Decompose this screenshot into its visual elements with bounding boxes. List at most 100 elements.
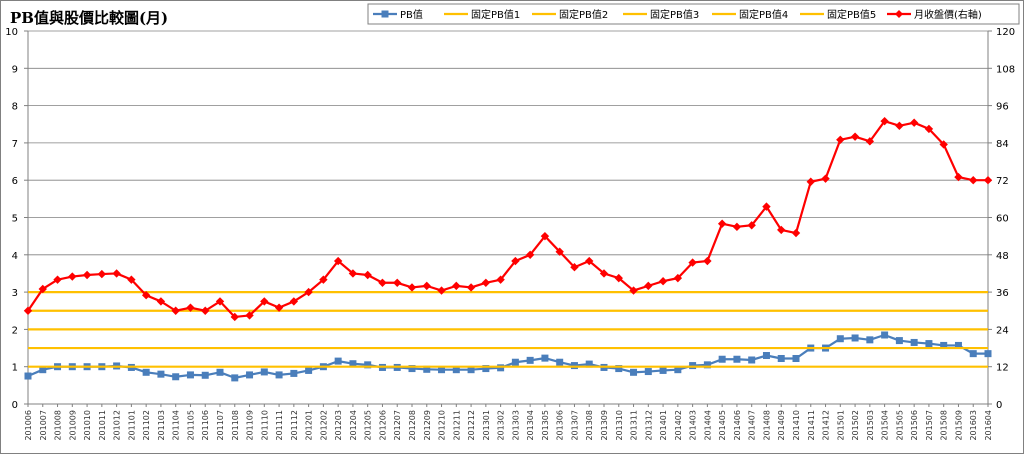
pb-point	[349, 360, 357, 368]
pb-point	[851, 334, 859, 342]
x-tick-label: 201106	[201, 410, 210, 441]
pb-point	[275, 371, 283, 379]
pb-point	[910, 338, 918, 346]
x-tick-label: 201104	[172, 410, 181, 441]
price-point	[865, 137, 875, 146]
x-tick-label: 201006	[24, 410, 33, 441]
pb-point	[615, 365, 623, 373]
pb-point	[497, 364, 505, 372]
pb-point	[984, 350, 992, 358]
price-point	[496, 275, 505, 284]
pb-point	[925, 340, 933, 348]
x-tick-label: 201507	[925, 410, 934, 441]
price-point	[215, 297, 225, 306]
pb-point	[777, 354, 785, 362]
left-axis: 0 1 2 3 4 5 6 7 8 9 10	[5, 27, 29, 411]
price-point	[614, 273, 623, 283]
y-tick-label-left: 10	[5, 27, 18, 38]
price-point	[38, 284, 47, 294]
x-tick-label: 201206	[378, 410, 387, 441]
x-tick-label: 201311	[630, 410, 639, 441]
x-tick-label: 201101	[127, 410, 136, 441]
price-point	[274, 303, 284, 312]
pb-point	[246, 371, 254, 379]
y-tick-label-left: 2	[12, 325, 18, 336]
pb-point	[39, 366, 47, 374]
price-point	[762, 202, 771, 211]
pb-point	[895, 337, 903, 345]
pb-point	[570, 362, 578, 370]
x-tick-label: 201201	[305, 410, 314, 441]
pb-point	[748, 356, 756, 364]
pb-point	[172, 373, 180, 381]
price-point	[585, 256, 594, 266]
price-point	[437, 286, 446, 295]
price-point	[53, 275, 62, 284]
x-tick-label: 201209	[423, 410, 432, 441]
price-point	[68, 272, 77, 281]
legend-marker	[895, 10, 903, 18]
series-group	[23, 116, 993, 322]
price-point	[599, 269, 609, 278]
pb-point	[630, 368, 638, 376]
price-point	[836, 135, 845, 144]
price-point	[393, 278, 402, 287]
price-point	[791, 228, 801, 238]
x-tick-label: 201112	[290, 410, 299, 441]
price-point	[112, 269, 121, 278]
pb-point	[556, 358, 564, 366]
price-point	[452, 281, 461, 291]
price-point	[171, 306, 180, 315]
price-point	[777, 225, 786, 235]
legend-box	[367, 3, 1020, 25]
price-point	[186, 303, 195, 312]
price-point	[319, 275, 328, 284]
x-tick-label: 201304	[526, 410, 535, 441]
x-tick-label: 201412	[822, 410, 831, 441]
x-tick-label: 201508	[940, 410, 949, 441]
legend-label: 固定PB值4	[739, 8, 788, 21]
x-tick-label: 201202	[319, 410, 328, 441]
pb-point	[231, 374, 239, 382]
x-tick-label: 201102	[142, 410, 151, 441]
y-tick-label-left: 1	[12, 363, 18, 374]
pb-point	[674, 366, 682, 374]
price-point	[954, 172, 963, 182]
pb-point	[482, 365, 490, 373]
price-point	[304, 287, 313, 297]
pb-point	[526, 356, 534, 364]
legend-label: 月收盤價(右軸)	[914, 8, 982, 21]
y-tick-label-right: 24	[996, 325, 1009, 336]
chart-title: PB值與股價比較圖(月)	[10, 9, 168, 27]
pb-point	[452, 366, 460, 374]
pb-point	[364, 361, 372, 369]
y-tick-label-left: 7	[12, 139, 18, 150]
pb-point	[733, 355, 741, 363]
price-point	[880, 116, 889, 126]
price-point	[407, 283, 417, 292]
y-tick-label-right: 60	[996, 214, 1009, 225]
x-tick-label: 201305	[541, 410, 550, 441]
pb-point	[260, 368, 268, 376]
x-tick-label: 201409	[777, 410, 786, 441]
price-point	[806, 177, 815, 186]
pb-point	[940, 341, 948, 349]
price-point	[939, 140, 948, 149]
x-tick-label: 201204	[349, 410, 358, 441]
legend: PB值 固定PB值1 固定PB值2 固定PB值3 固定PB值4 固定PB值5 月收盤價(右軸…	[367, 3, 1020, 25]
x-tick-label: 201210	[438, 410, 447, 441]
pb-point	[762, 352, 770, 360]
pb-point	[792, 354, 800, 362]
y-tick-label-left: 6	[12, 176, 18, 187]
price-point	[909, 118, 919, 127]
x-tick-label: 201406	[733, 410, 742, 441]
y-tick-label-left: 8	[12, 102, 18, 113]
y-tick-label-right: 84	[996, 139, 1009, 150]
price-point	[644, 281, 653, 291]
price-point	[688, 258, 697, 267]
price-point	[570, 263, 579, 272]
x-tick-label: 201007	[39, 410, 48, 441]
x-tick-label: 201203	[334, 410, 343, 441]
pb-point	[969, 350, 977, 358]
